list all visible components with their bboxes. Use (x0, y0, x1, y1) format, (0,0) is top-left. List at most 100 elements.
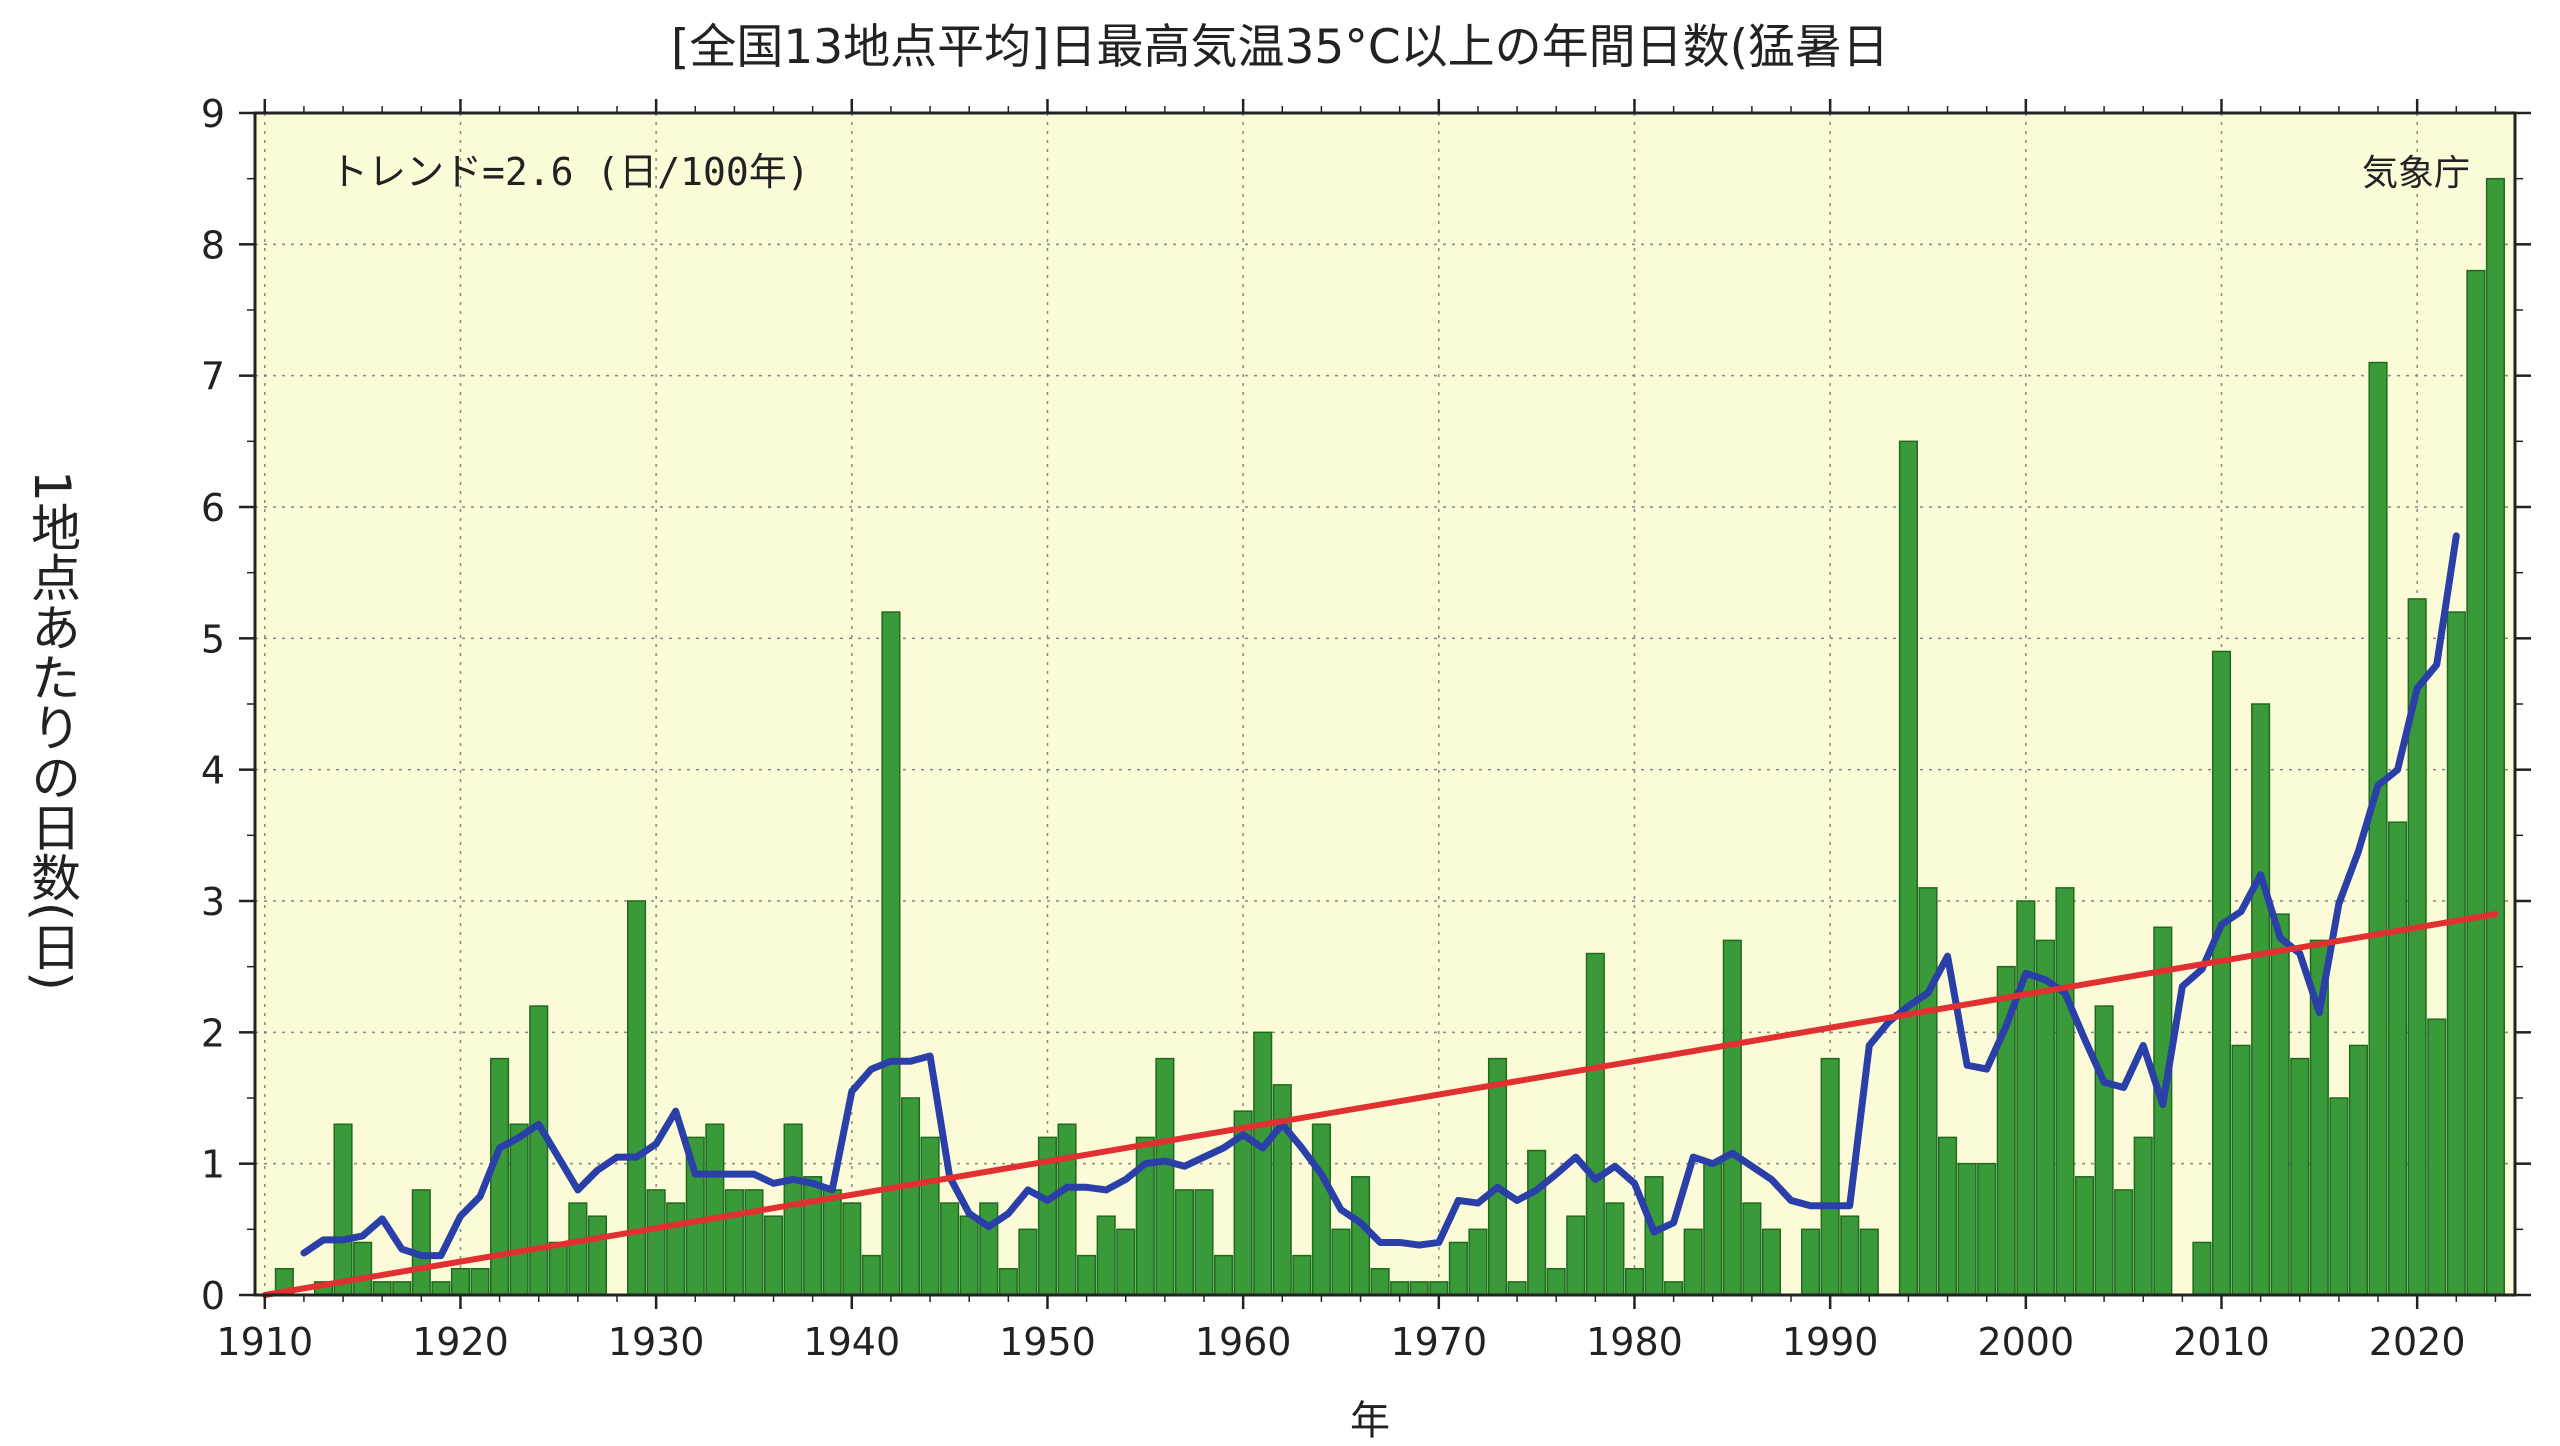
y-tick-label: 4 (201, 749, 225, 793)
line-series (261, 532, 2499, 1298)
bar (2055, 887, 2075, 1296)
bar (1703, 1162, 1723, 1296)
x-tick-label: 1930 (608, 1320, 705, 1364)
bar (2388, 821, 2408, 1296)
y-tick-label: 8 (201, 223, 225, 267)
bar (1311, 1123, 1331, 1296)
bar (861, 1254, 881, 1296)
axis-tick-labels: 1910 1920 1930 1940 1950 1960 1970 1980 1990 2000… (201, 92, 2466, 1364)
bar (587, 1215, 607, 1296)
bar (822, 1189, 842, 1296)
bar (1859, 1228, 1879, 1296)
bar (1761, 1228, 1782, 1296)
x-tick-label: 2020 (2369, 1320, 2466, 1364)
x-tick-label: 1990 (1782, 1320, 1879, 1364)
bar (509, 1123, 529, 1296)
bar (490, 1057, 510, 1296)
x-tick-label: 1940 (803, 1320, 900, 1364)
bar (1722, 939, 1742, 1296)
bar (627, 900, 647, 1296)
bar (1957, 1162, 1977, 1296)
bar (1977, 1162, 1997, 1296)
bar (450, 1267, 471, 1296)
bar (1331, 1228, 1351, 1296)
y-tick-label: 6 (201, 486, 225, 530)
bar (1077, 1254, 1097, 1296)
x-tick-label: 1980 (1586, 1320, 1683, 1364)
x-tick-label: 2000 (1977, 1320, 2074, 1364)
bar (940, 1202, 960, 1296)
running-mean-line (300, 532, 2460, 1260)
y-tick-label: 7 (201, 355, 225, 399)
bar (2114, 1189, 2134, 1296)
y-tick-label: 5 (201, 617, 225, 661)
bar (1624, 1267, 1645, 1296)
bar (1253, 1031, 1273, 1296)
bar (1801, 1228, 1821, 1296)
bar (1448, 1241, 1468, 1296)
bar (842, 1202, 862, 1296)
bar (1487, 1057, 1508, 1296)
x-tick-label: 1950 (999, 1320, 1096, 1364)
plot-background (255, 113, 2515, 1295)
bar (1664, 1281, 1684, 1296)
bar (1605, 1202, 1625, 1296)
bar (1390, 1281, 1410, 1296)
bar (353, 1241, 373, 1296)
bar (2192, 1241, 2212, 1296)
bar (1214, 1254, 1234, 1296)
bar (333, 1123, 353, 1296)
x-tick-label: 1910 (216, 1320, 313, 1364)
bar (1898, 440, 1918, 1296)
bar (1174, 1189, 1194, 1296)
bar (1370, 1267, 1390, 1296)
bar (1566, 1215, 1586, 1296)
bar (411, 1189, 431, 1296)
bar (2348, 1044, 2369, 1296)
bar (998, 1267, 1018, 1296)
bar (1585, 952, 1605, 1296)
bar (763, 1215, 784, 1296)
x-tick-label: 1920 (412, 1320, 509, 1364)
bar (1468, 1228, 1488, 1296)
bar (470, 1267, 490, 1296)
bar (705, 1123, 725, 1296)
y-axis-label: 1地点あたりの日数(日) (23, 469, 81, 991)
bar (372, 1281, 392, 1296)
bar (646, 1189, 666, 1296)
bar (1527, 1149, 1547, 1296)
bar (2485, 177, 2505, 1296)
y-tick-label: 2 (201, 1011, 225, 1055)
x-tick-label: 2010 (2173, 1320, 2270, 1364)
bar (783, 1123, 803, 1296)
bar (1292, 1254, 1312, 1296)
x-tick-label: 1970 (1390, 1320, 1487, 1364)
bar (2251, 703, 2271, 1296)
bar (1350, 1176, 1371, 1296)
trend-annotation: トレンド=2.6 (日/100年) (330, 150, 810, 194)
trend-line (261, 911, 2499, 1298)
bar (979, 1202, 999, 1296)
bar (959, 1215, 979, 1296)
bar (1644, 1176, 1664, 1296)
bar (724, 1189, 744, 1296)
bar (568, 1202, 588, 1296)
bar (881, 611, 901, 1296)
bar (1272, 1084, 1292, 1296)
bar (666, 1202, 686, 1296)
y-tick-label: 0 (201, 1274, 225, 1318)
chart-title: [全国13地点平均]日最高気温35°C以上の年間日数(猛暑日 (671, 20, 1889, 75)
axis-ticks (239, 99, 2531, 1309)
bar (2446, 611, 2466, 1296)
bar (1742, 1202, 1762, 1296)
y-tick-label: 1 (201, 1143, 225, 1187)
bar-series (274, 177, 2505, 1296)
bar (2074, 1176, 2095, 1296)
bar (1820, 1057, 1840, 1296)
bar (2231, 1044, 2251, 1296)
bar (431, 1281, 451, 1296)
bar (1429, 1281, 1449, 1296)
bar (2211, 650, 2232, 1296)
bar (392, 1281, 412, 1296)
y-tick-label: 3 (201, 880, 225, 924)
